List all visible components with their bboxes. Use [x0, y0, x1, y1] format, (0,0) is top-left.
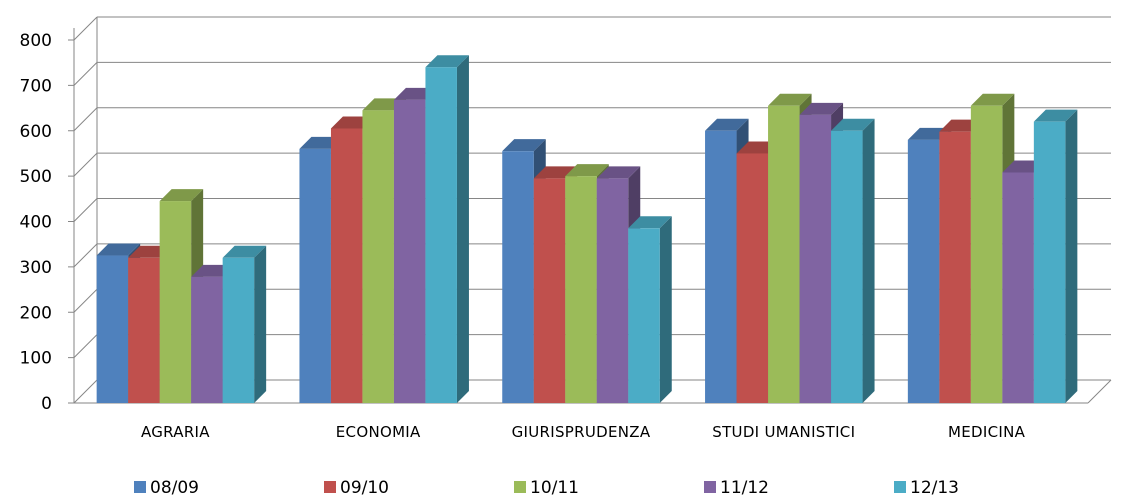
y-tick-label: 300 [20, 258, 52, 278]
bar [362, 110, 394, 404]
y-tick-label: 400 [20, 213, 52, 233]
bar-top [222, 245, 267, 258]
bar [299, 148, 331, 403]
bar [533, 178, 566, 403]
bar [970, 105, 1003, 403]
bar [96, 255, 129, 403]
legend-swatch [514, 481, 526, 493]
bar [159, 201, 192, 403]
gridline-depth [73, 334, 98, 358]
bar-top [831, 118, 875, 131]
bar-side [254, 245, 267, 403]
bar-top [799, 102, 844, 115]
bar [393, 99, 426, 404]
bar [330, 128, 363, 403]
y-tick-label: 200 [20, 303, 52, 323]
y-tick-label: 600 [20, 122, 52, 142]
bar [705, 130, 737, 403]
y-tick-label: 800 [20, 31, 52, 51]
bar-top [96, 243, 141, 256]
x-tick-label: AGRARIA [141, 423, 210, 441]
legend-swatch [894, 481, 906, 493]
bar-top [768, 93, 812, 106]
bar [736, 153, 769, 403]
bars [96, 55, 1078, 404]
bar [768, 105, 800, 403]
bar [565, 176, 597, 403]
x-axis-labels: AGRARIA ECONOMIA GIURISPRUDENZA STUDI UMANI… [141, 423, 1026, 441]
x-tick-label: MEDICINA [948, 423, 1026, 441]
bar-side [659, 216, 672, 403]
bar-side [862, 118, 875, 403]
bar [1033, 121, 1066, 404]
legend-label: 11/12 [720, 478, 769, 498]
bar-top [1033, 109, 1078, 122]
bar-top [628, 216, 672, 229]
gridline-depth [73, 107, 98, 132]
bar-top [159, 189, 204, 202]
bar [502, 151, 534, 403]
x-tick-label: STUDI UMANISTICI [712, 423, 855, 441]
legend-label: 12/13 [910, 478, 959, 498]
bar [799, 114, 832, 404]
legend-swatch [134, 481, 146, 493]
gridline-depth [73, 243, 98, 268]
legend-label: 09/10 [340, 478, 389, 498]
y-tick-label: 0 [41, 394, 52, 414]
gridline-depth [73, 288, 98, 313]
bar-top [565, 164, 609, 177]
bar [191, 276, 223, 403]
legend-swatch [704, 481, 716, 493]
bar [222, 257, 255, 403]
bar-top [970, 93, 1015, 106]
legend: 08/09 09/10 10/11 11/12 12/13 [134, 478, 959, 498]
bar [596, 178, 629, 403]
bar-side [1065, 109, 1078, 404]
bar-top [596, 166, 641, 179]
legend-label: 10/11 [530, 478, 579, 498]
bar [939, 131, 971, 403]
bar [128, 257, 160, 403]
bar [628, 228, 660, 403]
floor-right-edge [1087, 379, 1112, 404]
bar [425, 67, 457, 403]
bar-top [502, 139, 546, 152]
x-tick-label: ECONOMIA [336, 423, 421, 441]
y-tick-label: 700 [20, 76, 52, 96]
y-tick-label: 500 [20, 167, 52, 187]
bar-top [705, 118, 749, 131]
gridline-depth [73, 62, 98, 86]
gridline-depth [73, 198, 98, 222]
bar [831, 130, 863, 403]
legend-label: 08/09 [150, 478, 199, 498]
y-tick-label: 100 [20, 349, 52, 369]
bar [1002, 172, 1034, 403]
bar-top [425, 55, 469, 68]
bar [907, 139, 940, 403]
gridline-depth [73, 379, 98, 404]
bar-side [456, 55, 469, 403]
y-axis-ticks: 0 100 200 300 400 500 600 700 800 [20, 31, 52, 414]
gridline-depth [73, 16, 98, 41]
legend-swatch [324, 481, 336, 493]
x-tick-label: GIURISPRUDENZA [512, 423, 651, 441]
gridline-depth [73, 152, 98, 177]
